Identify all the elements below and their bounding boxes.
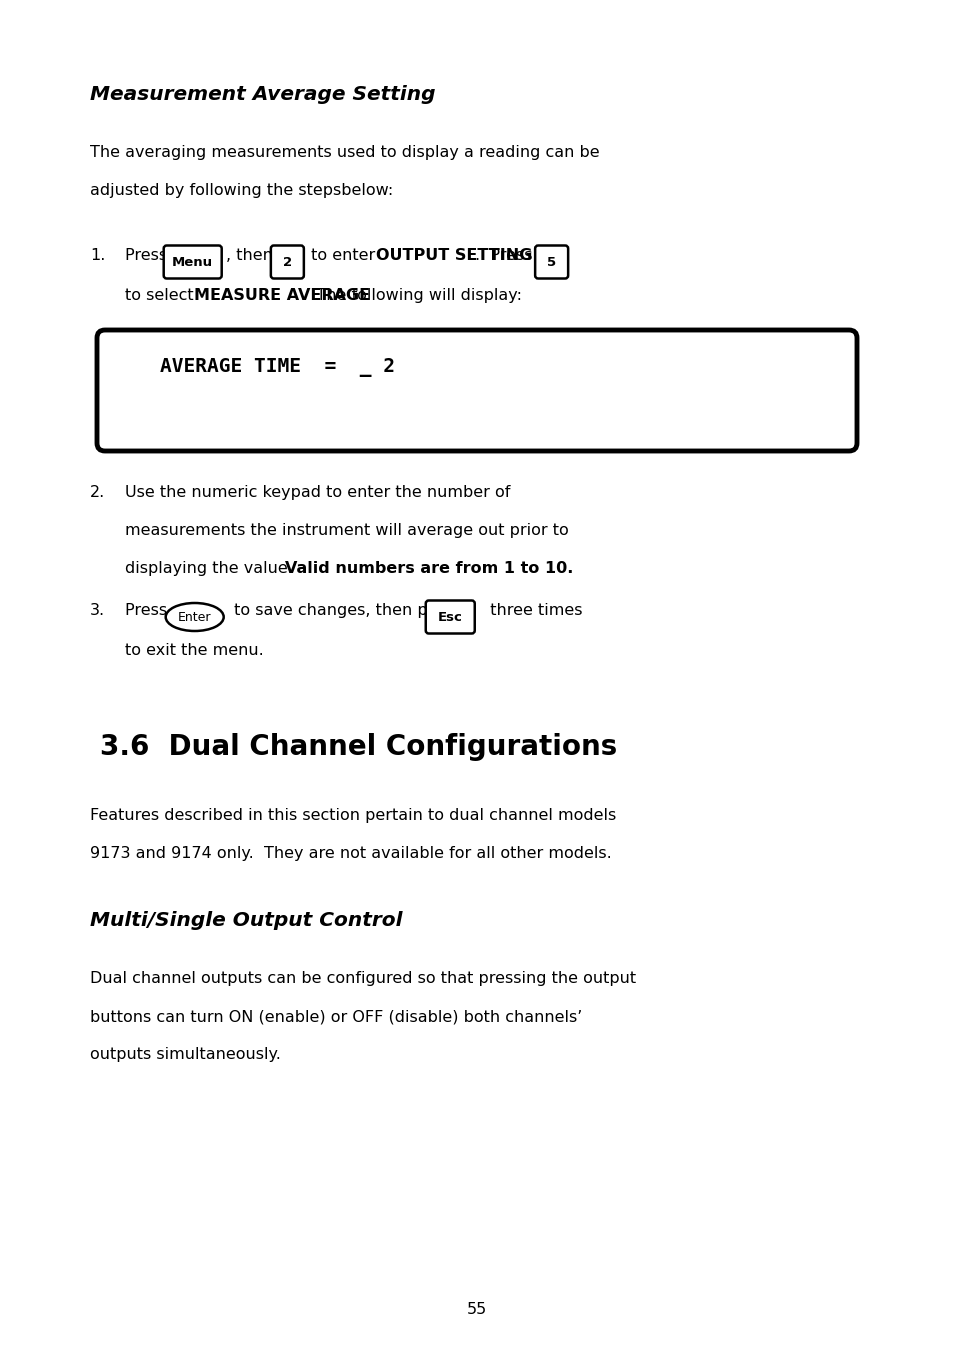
Text: 3.: 3. bbox=[90, 603, 105, 617]
Text: displaying the value.: displaying the value. bbox=[125, 561, 303, 575]
Text: MEASURE AVERAGE: MEASURE AVERAGE bbox=[194, 288, 370, 303]
Text: three times: three times bbox=[479, 603, 582, 617]
Text: 2: 2 bbox=[282, 256, 292, 268]
Text: 55: 55 bbox=[466, 1301, 487, 1316]
Text: Dual channel outputs can be configured so that pressing the output: Dual channel outputs can be configured s… bbox=[90, 971, 636, 986]
Text: 9173 and 9174 only.  They are not available for all other models.: 9173 and 9174 only. They are not availab… bbox=[90, 846, 611, 861]
Text: Press: Press bbox=[125, 603, 172, 617]
Text: outputs simultaneously.: outputs simultaneously. bbox=[90, 1047, 280, 1062]
FancyBboxPatch shape bbox=[97, 330, 856, 451]
Text: Press: Press bbox=[125, 248, 172, 263]
Text: Valid numbers are from 1 to 10.: Valid numbers are from 1 to 10. bbox=[285, 561, 573, 575]
Text: .  The following will display:: . The following will display: bbox=[300, 288, 521, 303]
Text: 2.: 2. bbox=[90, 485, 105, 500]
Text: 1.: 1. bbox=[90, 248, 105, 263]
Text: Esc: Esc bbox=[437, 611, 462, 623]
Text: Measurement Average Setting: Measurement Average Setting bbox=[90, 85, 435, 104]
Text: .  Press: . Press bbox=[475, 248, 537, 263]
Text: Multi/Single Output Control: Multi/Single Output Control bbox=[90, 911, 402, 930]
Text: 3.6  Dual Channel Configurations: 3.6 Dual Channel Configurations bbox=[100, 733, 617, 761]
Text: , then: , then bbox=[226, 248, 277, 263]
Text: 5: 5 bbox=[546, 256, 556, 268]
Text: to exit the menu.: to exit the menu. bbox=[125, 643, 263, 658]
FancyBboxPatch shape bbox=[425, 601, 475, 634]
Text: Features described in this section pertain to dual channel models: Features described in this section perta… bbox=[90, 808, 616, 823]
Text: Use the numeric keypad to enter the number of: Use the numeric keypad to enter the numb… bbox=[125, 485, 510, 500]
FancyBboxPatch shape bbox=[271, 245, 304, 279]
Text: buttons can turn ON (enable) or OFF (disable) both channels’: buttons can turn ON (enable) or OFF (dis… bbox=[90, 1009, 581, 1024]
Text: AVERAGE TIME  =  _ 2: AVERAGE TIME = _ 2 bbox=[160, 357, 395, 376]
Text: adjusted by following the stepsbelow:: adjusted by following the stepsbelow: bbox=[90, 183, 393, 198]
Text: to select: to select bbox=[125, 288, 198, 303]
FancyBboxPatch shape bbox=[535, 245, 568, 279]
Ellipse shape bbox=[166, 603, 223, 631]
Text: OUTPUT SETTING: OUTPUT SETTING bbox=[375, 248, 532, 263]
Text: to save changes, then press: to save changes, then press bbox=[229, 603, 465, 617]
Text: Menu: Menu bbox=[172, 256, 213, 268]
Text: to enter: to enter bbox=[306, 248, 380, 263]
Text: measurements the instrument will average out prior to: measurements the instrument will average… bbox=[125, 523, 568, 538]
Text: The averaging measurements used to display a reading can be: The averaging measurements used to displ… bbox=[90, 145, 599, 160]
FancyBboxPatch shape bbox=[164, 245, 221, 279]
Text: Enter: Enter bbox=[178, 611, 212, 623]
